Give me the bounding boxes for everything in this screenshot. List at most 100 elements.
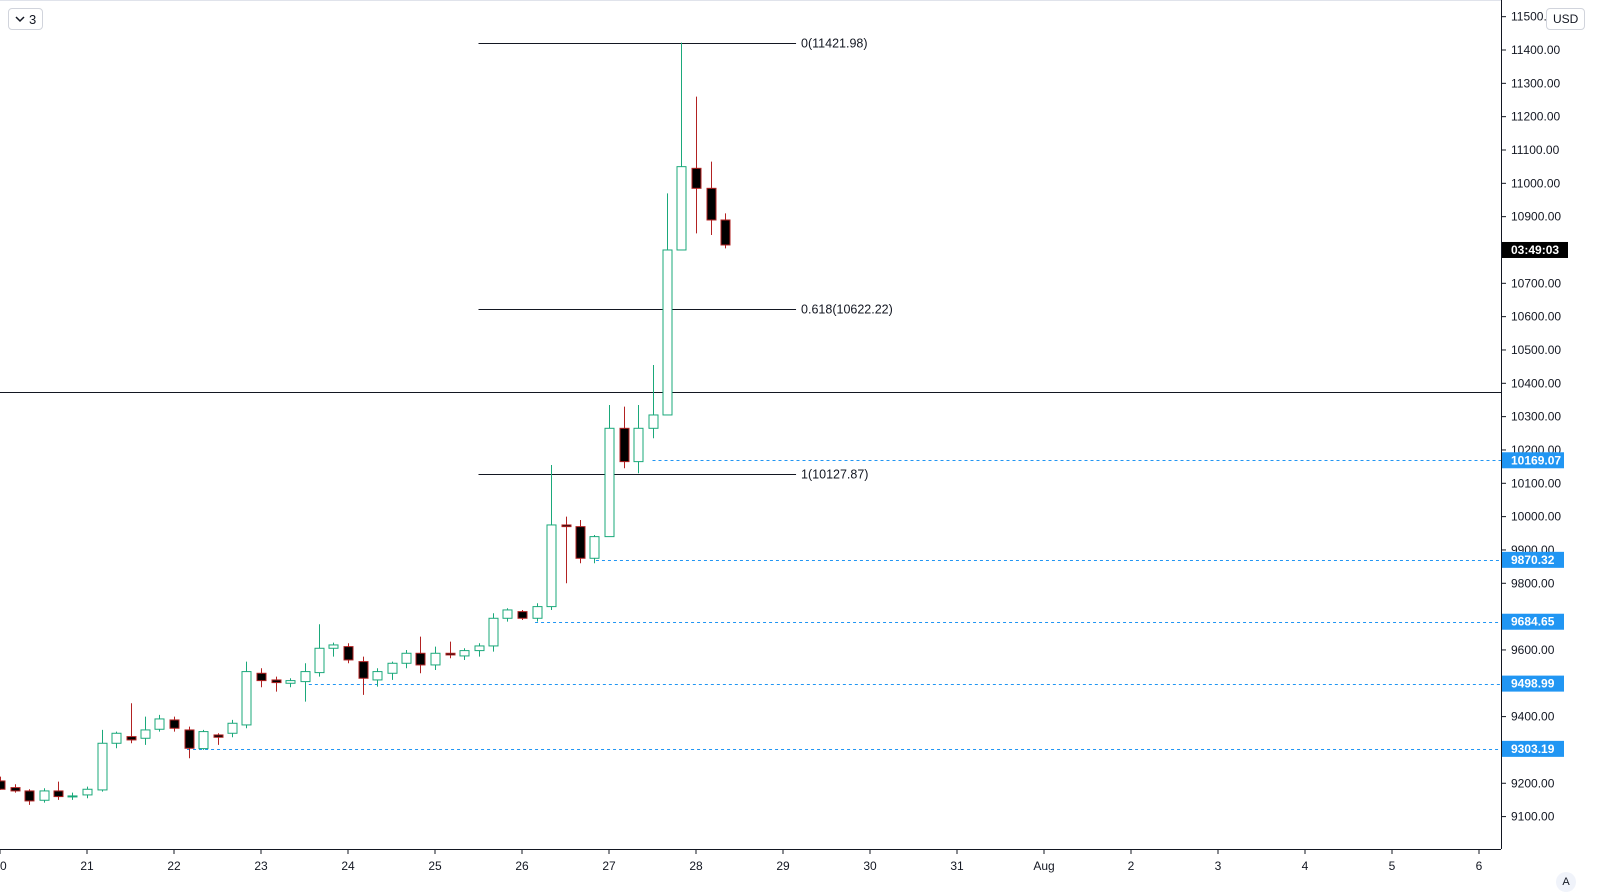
countdown-label: 03:49:03 — [1511, 243, 1559, 257]
price-tick-label: 11400.00 — [1511, 43, 1560, 57]
time-tick-label: 24 — [341, 859, 355, 873]
candle-body — [241, 671, 252, 726]
price-alert-badge-label: 9303.19 — [1511, 742, 1555, 756]
price-tick-label: 9200.00 — [1511, 776, 1555, 790]
candle-body — [126, 736, 137, 741]
candle-body — [184, 729, 195, 749]
price-tick-label: 10000.00 — [1511, 510, 1561, 524]
time-tick-label: 27 — [602, 859, 616, 873]
auto-scale-button[interactable]: A — [1556, 872, 1576, 892]
candle-body — [546, 524, 557, 608]
candle-body — [198, 731, 209, 750]
fib-level-label: 0(11421.98) — [801, 37, 868, 51]
candle-body — [67, 795, 78, 798]
price-tick-label: 11300.00 — [1511, 76, 1560, 90]
candle-body — [676, 166, 687, 251]
price-alert-badge-label: 9870.32 — [1511, 553, 1555, 567]
candle-body — [474, 645, 485, 652]
price-alert-badge[interactable] — [1502, 740, 1564, 757]
countdown-badge — [1502, 241, 1568, 258]
time-tick-label: 21 — [80, 859, 94, 873]
candle-body — [387, 662, 398, 674]
fib-level-label: 0.618(10622.22) — [801, 303, 893, 317]
time-tick-label: 4 — [1302, 859, 1309, 873]
price-alert-badge[interactable] — [1502, 613, 1564, 630]
interval-dropdown-button[interactable]: 3 — [8, 8, 44, 30]
price-tick-label: 10400.00 — [1511, 376, 1561, 390]
candle-body — [314, 647, 325, 674]
candle-body — [53, 790, 64, 798]
candle-body — [227, 722, 238, 734]
candle-body — [488, 617, 499, 647]
time-tick-label: 25 — [428, 859, 442, 873]
candle-body — [39, 790, 50, 801]
fib-level-label: 1(10127.87) — [801, 468, 868, 482]
candle-body — [648, 414, 659, 429]
price-alert-badge-label: 10169.07 — [1511, 453, 1561, 467]
time-tick-label: 26 — [515, 859, 529, 873]
candle-body — [445, 652, 456, 656]
candle-body — [401, 652, 412, 664]
candle-body — [82, 788, 93, 796]
candle-body — [0, 780, 6, 790]
candle-body — [589, 536, 600, 559]
candle-body — [502, 609, 513, 619]
candle-body — [97, 742, 108, 791]
candle-body — [662, 249, 673, 416]
currency-label: USD — [1553, 12, 1579, 26]
time-tick-label: 5 — [1389, 859, 1396, 873]
price-tick-label: 10700.00 — [1511, 276, 1561, 290]
candle-body — [575, 526, 586, 559]
price-tick-label: 9100.00 — [1511, 810, 1555, 824]
price-tick-label: 9400.00 — [1511, 710, 1555, 724]
candle-body — [328, 644, 339, 649]
time-tick-label: 2 — [1128, 859, 1135, 873]
candle-body — [256, 672, 267, 682]
time-tick-label: 3 — [1215, 859, 1222, 873]
candle-body — [532, 606, 543, 619]
auto-scale-label: A — [1562, 876, 1570, 888]
candle-body — [154, 718, 165, 730]
chevron-down-icon — [15, 16, 25, 23]
candle-body — [720, 219, 731, 246]
price-tick-label: 10300.00 — [1511, 410, 1561, 424]
price-alert-badge[interactable] — [1502, 551, 1564, 568]
candle-body — [517, 611, 528, 619]
candle-body — [300, 671, 311, 683]
price-tick-label: 9600.00 — [1511, 643, 1555, 657]
price-tick-label: 10900.00 — [1511, 210, 1561, 224]
time-tick-label: 23 — [254, 859, 268, 873]
candle-body — [633, 427, 644, 463]
time-tick-label: 28 — [689, 859, 703, 873]
candle-body — [343, 646, 354, 661]
price-tick-label: 10100.00 — [1511, 476, 1561, 490]
price-alert-badge[interactable] — [1502, 452, 1564, 469]
price-tick-label: 11100.00 — [1511, 143, 1560, 157]
time-tick-label: 6 — [1476, 859, 1483, 873]
price-alert-badge[interactable] — [1502, 675, 1564, 692]
time-tick-label: 20 — [0, 859, 7, 873]
candle-body — [271, 679, 282, 684]
currency-button[interactable]: USD — [1546, 8, 1586, 30]
candle-body — [10, 787, 21, 792]
price-tick-label: 10500.00 — [1511, 343, 1561, 357]
time-tick-label: 29 — [776, 859, 790, 873]
price-alert-badge-label: 9684.65 — [1511, 615, 1555, 629]
candle-body — [415, 652, 426, 666]
candle-body — [140, 729, 151, 739]
candle-body — [358, 661, 369, 679]
time-tick-label: Aug — [1033, 859, 1054, 873]
candle-body — [169, 719, 180, 729]
candle-body — [372, 671, 383, 681]
candle-body — [111, 732, 122, 744]
time-tick-label: 30 — [863, 859, 877, 873]
price-tick-label: 10600.00 — [1511, 310, 1561, 324]
candle-body — [561, 524, 572, 528]
price-tick-label: 11200.00 — [1511, 110, 1560, 124]
candle-body — [459, 650, 470, 657]
candle-body — [691, 167, 702, 189]
price-tick-label: 11000.00 — [1511, 176, 1560, 190]
candle-body — [604, 427, 615, 538]
candle-body — [24, 790, 35, 802]
